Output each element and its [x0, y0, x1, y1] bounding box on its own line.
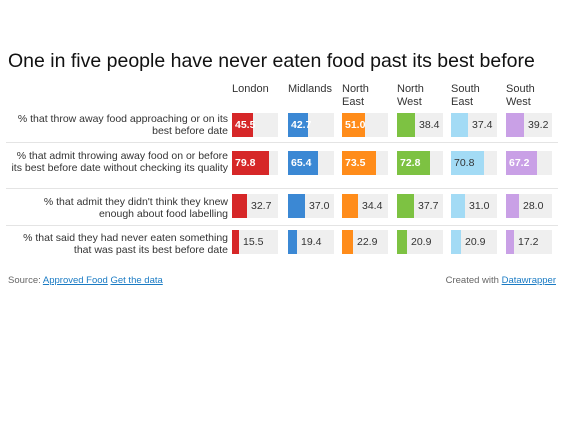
bar-cell: 42.7 — [288, 113, 334, 137]
data-label: 45.5 — [235, 119, 256, 131]
data-label: 79.8 — [235, 157, 256, 169]
bar-cell: 17.2 — [506, 230, 552, 254]
bar — [342, 194, 358, 218]
column-header-north-west: North West — [397, 83, 424, 108]
bar-cell: 72.8 — [397, 151, 443, 175]
bar-cell: 37.4 — [451, 113, 497, 137]
data-label: 67.2 — [509, 157, 530, 169]
row-divider — [6, 142, 558, 143]
bar — [506, 194, 519, 218]
row-label: % that admit throwing away food on or be… — [11, 150, 228, 174]
data-label: 15.5 — [243, 236, 264, 248]
bar-cell: 79.8 — [232, 151, 278, 175]
bar — [232, 230, 239, 254]
bar — [451, 230, 461, 254]
bar-cell: 15.5 — [232, 230, 278, 254]
bar-cell: 37.7 — [397, 194, 443, 218]
column-header-north-east: North East — [342, 83, 369, 108]
bar — [288, 194, 305, 218]
bar — [451, 151, 484, 175]
data-label: 42.7 — [291, 119, 312, 131]
chart-title: One in five people have never eaten food… — [8, 50, 535, 72]
data-label: 39.2 — [528, 119, 549, 131]
data-label: 32.7 — [251, 200, 272, 212]
data-label: 19.4 — [301, 236, 322, 248]
bar-cell: 19.4 — [288, 230, 334, 254]
bar-cell: 73.5 — [342, 151, 388, 175]
bar-cell: 38.4 — [397, 113, 443, 137]
data-label: 22.9 — [357, 236, 378, 248]
bar — [397, 194, 414, 218]
data-label: 31.0 — [469, 200, 490, 212]
chart-credit: Created with Datawrapper — [446, 275, 556, 286]
bar-cell: 34.4 — [342, 194, 388, 218]
bar — [342, 230, 353, 254]
row-label: % that throw away food approaching or on… — [17, 113, 228, 137]
data-label: 17.2 — [518, 236, 539, 248]
column-header-south-east: South East — [451, 83, 480, 108]
row-label: % that admit they didn't think they knew… — [43, 196, 228, 220]
data-label: 65.4 — [291, 157, 312, 169]
data-label: 38.4 — [419, 119, 440, 131]
row-label: % that said they had never eaten somethi… — [23, 232, 228, 256]
bar-cell: 39.2 — [506, 113, 552, 137]
bar-cell: 65.4 — [288, 151, 334, 175]
bar-cell: 32.7 — [232, 194, 278, 218]
get-data-link[interactable]: Get the data — [110, 275, 163, 286]
datawrapper-link[interactable]: Datawrapper — [501, 275, 556, 286]
data-label: 37.0 — [309, 200, 330, 212]
bar — [342, 151, 376, 175]
bar — [288, 113, 308, 137]
credit-prefix: Created with — [445, 275, 499, 286]
data-label: 51.0 — [345, 119, 366, 131]
bar — [451, 113, 468, 137]
bar — [232, 151, 269, 175]
bar — [342, 113, 365, 137]
bar — [451, 194, 465, 218]
bar — [397, 113, 415, 137]
column-header-midlands: Midlands — [288, 83, 333, 95]
column-header-south-west: South West — [506, 83, 535, 108]
data-label: 34.4 — [362, 200, 383, 212]
bar — [506, 113, 524, 137]
data-label: 70.8 — [454, 157, 475, 169]
bar-cell: 20.9 — [397, 230, 443, 254]
bar-cell: 28.0 — [506, 194, 552, 218]
column-header-london: London — [232, 83, 269, 95]
chart-source: Source: Approved Food Get the data — [8, 275, 163, 286]
source-prefix: Source: — [8, 275, 41, 286]
data-label: 20.9 — [411, 236, 432, 248]
bar-cell: 22.9 — [342, 230, 388, 254]
bar — [506, 151, 537, 175]
bar — [288, 230, 297, 254]
bar-cell: 51.0 — [342, 113, 388, 137]
data-label: 72.8 — [400, 157, 421, 169]
bar-cell: 45.5 — [232, 113, 278, 137]
bar-cell: 67.2 — [506, 151, 552, 175]
bar — [506, 230, 514, 254]
bar-cell: 37.0 — [288, 194, 334, 218]
bar-cell: 70.8 — [451, 151, 497, 175]
bar — [288, 151, 318, 175]
data-label: 28.0 — [523, 200, 544, 212]
row-divider — [6, 225, 558, 226]
source-link[interactable]: Approved Food — [42, 275, 108, 286]
data-label: 73.5 — [345, 157, 366, 169]
bar — [397, 151, 430, 175]
data-label: 37.4 — [472, 119, 493, 131]
bar — [232, 194, 247, 218]
bar — [397, 230, 407, 254]
data-label: 37.7 — [418, 200, 439, 212]
bar — [232, 113, 253, 137]
row-divider — [6, 188, 558, 189]
bar-cell: 20.9 — [451, 230, 497, 254]
data-label: 20.9 — [465, 236, 486, 248]
bar-cell: 31.0 — [451, 194, 497, 218]
